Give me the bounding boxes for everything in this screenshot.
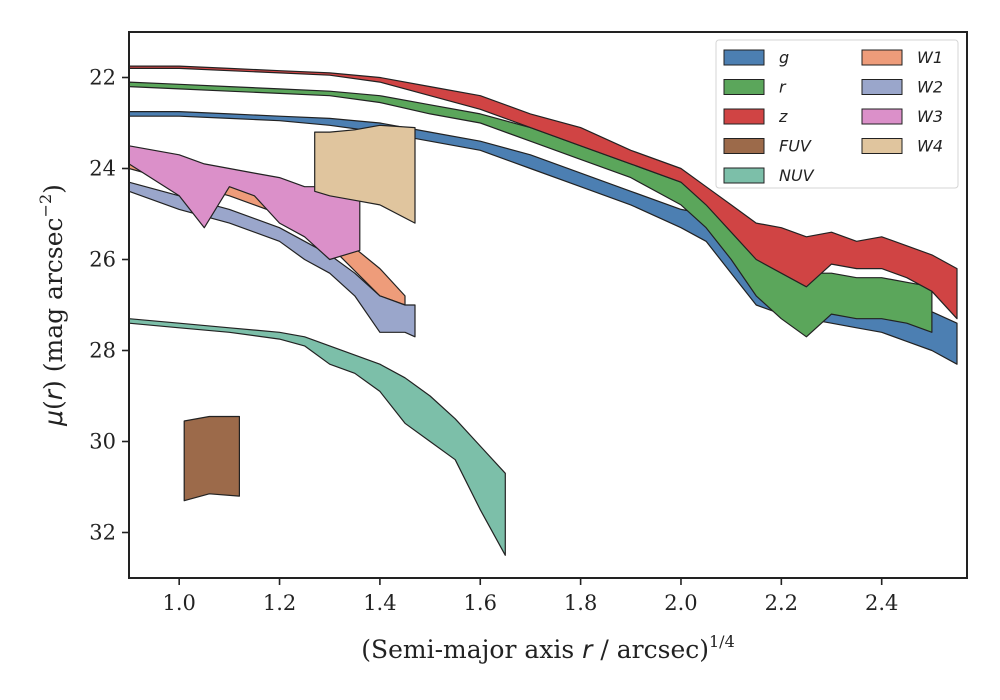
ticks-layer: 1.0 1.2 1.4 1.6 1.8 2.0 2.2 2.4 22 24 26 28 30 32 bbox=[89, 66, 898, 616]
x-axis-label: (Semi-major axis r / arcsec)1/4 bbox=[361, 632, 735, 664]
x-tick-label: 2.4 bbox=[865, 591, 898, 615]
plot-frame bbox=[128, 31, 968, 579]
legend-label-nuv: NUV bbox=[779, 166, 815, 185]
y-axis-label: μ(r) (mag arcsec−2) bbox=[36, 184, 68, 427]
series-band-w4 bbox=[314, 124, 416, 224]
series-band-nuv bbox=[128, 318, 506, 556]
series-band-w3 bbox=[128, 145, 361, 261]
y-tick-label: 24 bbox=[89, 157, 116, 181]
legend-swatch-nuv bbox=[723, 167, 765, 184]
series-band-fuv bbox=[183, 415, 240, 502]
series-band-g bbox=[128, 110, 958, 365]
legend-label-fuv: FUV bbox=[779, 137, 812, 156]
legend-label-w2: W2 bbox=[917, 78, 943, 97]
series-band-z bbox=[128, 65, 958, 320]
legend-label-g: g bbox=[779, 48, 789, 67]
x-tick-label: 2.2 bbox=[765, 591, 798, 615]
legend-label-w3: W3 bbox=[917, 107, 943, 126]
y-tick-label: 26 bbox=[89, 248, 116, 272]
legend-swatch-r bbox=[723, 79, 765, 95]
legend-label-w1: W1 bbox=[917, 48, 943, 67]
y-tick-label: 32 bbox=[89, 521, 116, 545]
series-layer bbox=[128, 65, 958, 556]
legend-swatch-w3 bbox=[861, 108, 903, 125]
y-tick-label: 28 bbox=[89, 339, 116, 363]
y-tick-label: 30 bbox=[89, 430, 116, 454]
x-tick-label: 1.2 bbox=[263, 591, 296, 615]
legend-swatch-w4 bbox=[861, 138, 903, 154]
legend-swatch-w1 bbox=[861, 49, 903, 66]
x-tick-label: 1.6 bbox=[464, 591, 497, 615]
legend-label-r: r bbox=[779, 78, 787, 97]
legend-swatch-fuv bbox=[723, 138, 765, 154]
legend: grz FUV NUV W1 W2 W3 W4 bbox=[715, 39, 959, 189]
legend-swatch-z bbox=[723, 108, 765, 125]
series-band-r bbox=[128, 81, 933, 338]
series-band-w2 bbox=[128, 181, 416, 338]
legend-label-z: z bbox=[778, 107, 788, 126]
x-tick-label: 1.0 bbox=[162, 591, 195, 615]
x-tick-label: 1.4 bbox=[363, 591, 396, 615]
legend-label-w4: W4 bbox=[917, 137, 943, 156]
x-tick-label: 1.8 bbox=[564, 591, 597, 615]
legend-swatch-w2 bbox=[861, 79, 903, 95]
x-tick-label: 2.0 bbox=[664, 591, 697, 615]
legend-swatch-g bbox=[723, 49, 765, 66]
y-tick-label: 22 bbox=[89, 66, 116, 90]
